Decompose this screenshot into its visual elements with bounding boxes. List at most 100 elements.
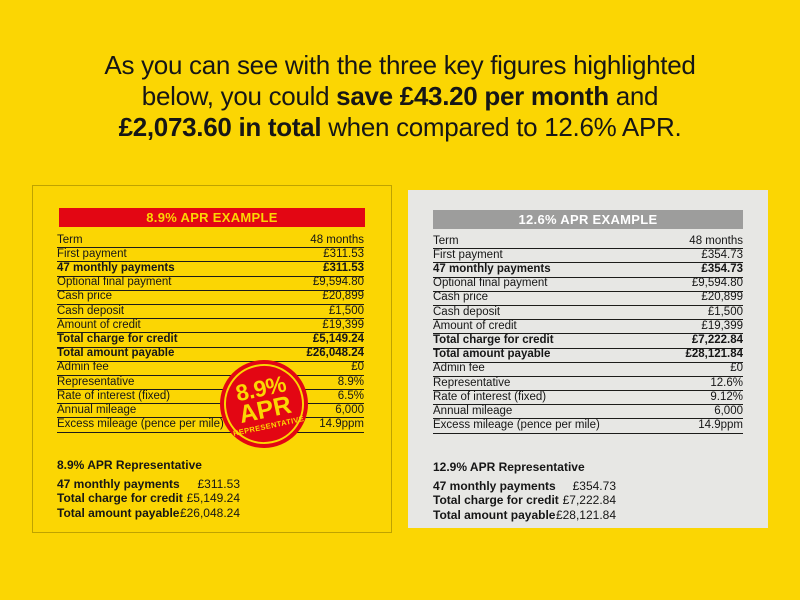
row-value: 48 months [310, 233, 364, 246]
table-row: Total charge for credit £5,149.24 [57, 333, 364, 348]
headline: As you can see with the three key figure… [0, 50, 800, 143]
table-row: Optional final payment £9,594.80 [57, 276, 364, 291]
row-value: £19,399 [322, 318, 364, 331]
table-row: First payment £311.53 [57, 247, 364, 263]
table-row: Annual mileage 6,000 [57, 403, 364, 419]
summary-row: Total charge for credit £7,222.84 [433, 493, 616, 508]
finance-table-12-6: Term 48 months First payment £354.73 47 … [433, 235, 743, 434]
table-row: Rate of interest (fixed) 6.5% [57, 389, 364, 405]
summary-rows: 47 monthly payments £311.53 Total charge… [57, 477, 240, 521]
row-value: 14.9ppm [698, 419, 743, 432]
finance-table-8-9: Term 48 months First payment £311.53 47 … [57, 234, 364, 433]
summary-value: £5,149.24 [186, 491, 240, 506]
row-value: £0 [730, 362, 743, 375]
row-label: Total charge for credit [433, 334, 554, 346]
row-value: 9.12% [710, 390, 743, 403]
row-label: Annual mileage [57, 403, 137, 416]
summary-label: Total charge for credit [57, 491, 183, 506]
row-value: £311.53 [323, 247, 364, 260]
table-row: Cash price £20,899 [57, 290, 364, 305]
summary-title: 8.9% APR Representative [57, 458, 202, 472]
row-value: £28,121.84 [685, 348, 743, 361]
row-value: £26,048.24 [306, 347, 364, 360]
row-label: Excess mileage (pence per mile) [57, 418, 224, 431]
row-label: Total amount payable [433, 348, 551, 361]
summary-title: 12.9% APR Representative [433, 460, 585, 474]
summary-row: Total amount payable £28,121.84 [433, 508, 616, 523]
headline-line1: As you can see with the three key figure… [104, 50, 696, 80]
summary-12-6: 12.9% APR Representative 47 monthly paym… [433, 460, 616, 522]
table-row: Total amount payable £28,121.84 [433, 348, 743, 363]
row-label: Optional final payment [57, 276, 172, 289]
table-row: Term 48 months [57, 233, 364, 249]
summary-value: £354.73 [572, 478, 616, 493]
badge-rate: 8.9% [233, 369, 288, 406]
row-label: Total charge for credit [57, 333, 178, 345]
table-row: Amount of credit £19,399 [57, 318, 364, 334]
headline-savings-month: save £43.20 per month [336, 81, 609, 111]
headline-line2-post: and [608, 81, 659, 111]
table-row: First payment £354.73 [433, 248, 743, 264]
table-row: Excess mileage (pence per mile) 14.9ppm [57, 418, 364, 433]
summary-label: Total amount payable [57, 505, 180, 520]
row-label: Rate of interest (fixed) [57, 389, 171, 402]
row-value: 14.9ppm [319, 418, 364, 431]
table-row: 47 monthly payments £354.73 [433, 263, 743, 278]
summary-value: £28,121.84 [555, 507, 616, 522]
row-label: Rate of interest (fixed) [433, 390, 547, 403]
table-row: Cash price £20,899 [433, 291, 743, 306]
table-row: Amount of credit £19,399 [433, 319, 743, 335]
row-value: 48 months [689, 234, 743, 247]
summary-row: Total charge for credit £5,149.24 [57, 491, 240, 506]
row-value: £20,899 [701, 291, 743, 304]
row-label: Admin fee [57, 361, 109, 374]
table-row: Representative 8.9% [57, 375, 364, 391]
row-label: Annual mileage [433, 404, 513, 417]
table-header-12-6: 12.6% APR EXAMPLE [433, 210, 743, 229]
row-label: 47 monthly payments [433, 263, 551, 276]
row-label: Representative [433, 376, 511, 389]
table-row: Excess mileage (pence per mile) 14.9ppm [433, 419, 743, 434]
row-label: First payment [433, 248, 503, 261]
row-label: Cash deposit [57, 304, 125, 317]
table-header-8-9: 8.9% APR EXAMPLE [59, 208, 365, 227]
row-value: £354.73 [701, 248, 743, 261]
summary-label: 47 monthly payments [57, 476, 180, 491]
summary-label: Total amount payable [433, 507, 556, 522]
badge-representative: REPRESENTATIVE [232, 413, 305, 438]
row-label: Optional final payment [433, 277, 548, 290]
apr-example-panel-8-9: 8.9% APR EXAMPLE Term 48 months First pa… [32, 185, 392, 533]
row-value: £5,149.24 [312, 333, 364, 345]
table-row: Term 48 months [433, 234, 743, 250]
row-label: Admin fee [433, 362, 485, 375]
summary-value: £7,222.84 [562, 493, 616, 508]
summary-value: £26,048.24 [179, 505, 240, 520]
row-value: 6,000 [714, 404, 743, 417]
table-row: Annual mileage 6,000 [433, 404, 743, 420]
row-label: Term [433, 234, 459, 247]
row-value: £354.73 [701, 263, 743, 276]
summary-row: 47 monthly payments £354.73 [433, 479, 616, 494]
row-value: 6.5% [337, 389, 364, 402]
row-value: £9,594.80 [691, 277, 743, 290]
summary-label: Total charge for credit [433, 493, 559, 508]
badge-apr: APR [236, 390, 294, 429]
row-label: 47 monthly payments [57, 262, 175, 275]
row-value: £311.53 [323, 262, 364, 275]
row-value: 12.6% [710, 376, 743, 389]
row-value: 8.9% [337, 375, 364, 388]
table-row: Admin fee £0 [57, 361, 364, 376]
row-value: £1,500 [328, 304, 364, 317]
row-value: £7,222.84 [691, 334, 743, 346]
summary-rows: 47 monthly payments £354.73 Total charge… [433, 479, 616, 523]
row-label: Amount of credit [57, 318, 141, 331]
row-label: Term [57, 233, 83, 246]
headline-savings-total: £2,073.60 in total [118, 112, 322, 142]
apr-example-panel-12-6: 12.6% APR EXAMPLE Term 48 months First p… [408, 190, 768, 528]
row-value: £9,594.80 [312, 276, 364, 289]
table-row: Optional final payment £9,594.80 [433, 277, 743, 292]
row-label: Amount of credit [433, 319, 517, 332]
summary-value: £311.53 [197, 476, 241, 491]
summary-label: 47 monthly payments [433, 478, 556, 493]
row-value: £20,899 [322, 290, 364, 303]
